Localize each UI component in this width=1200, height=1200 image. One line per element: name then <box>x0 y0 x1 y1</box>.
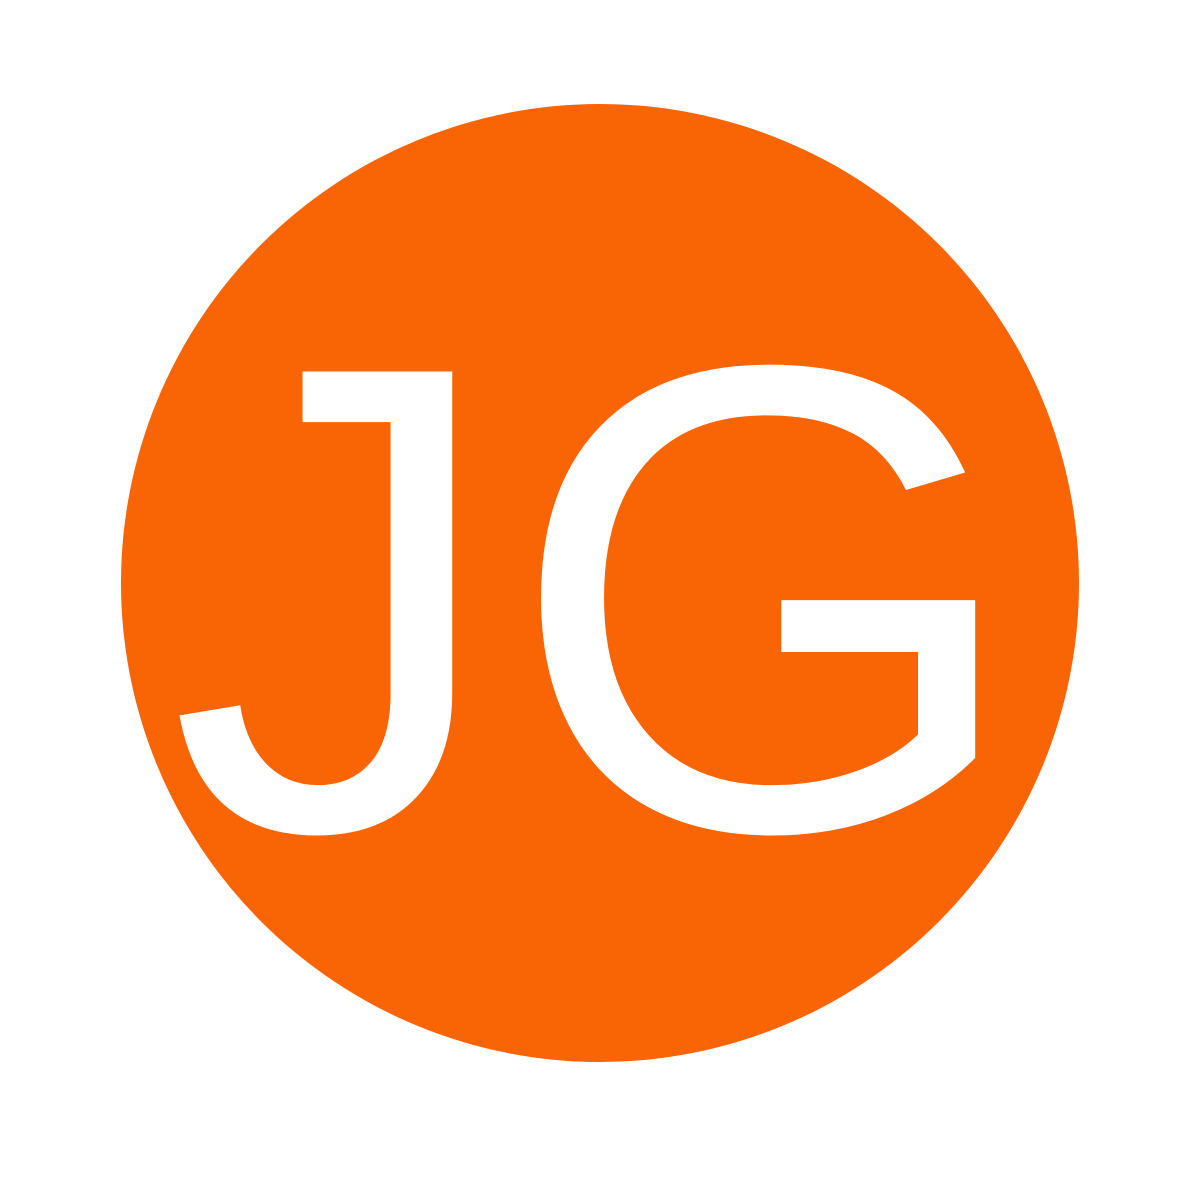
avatar-initials: JG <box>169 226 1031 970</box>
avatar[interactable]: JG <box>121 104 1079 1062</box>
